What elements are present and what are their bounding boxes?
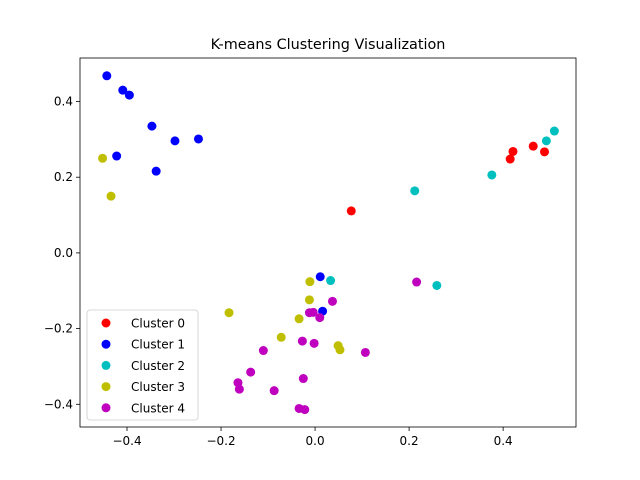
- chart-title: K-means Clustering Visualization: [211, 37, 446, 53]
- legend-marker-0: [101, 318, 111, 328]
- point-cluster-3-4: [224, 308, 234, 318]
- point-cluster-2-5: [432, 280, 442, 290]
- point-cluster-1-6: [112, 151, 122, 161]
- legend-label-3: Cluster 3: [131, 380, 185, 394]
- x-tick-label: −0.2: [206, 434, 235, 448]
- point-cluster-4-1: [327, 296, 337, 306]
- point-cluster-0-2: [508, 146, 518, 156]
- point-cluster-1-4: [170, 136, 180, 146]
- y-tick-label: 0.0: [54, 246, 73, 260]
- legend-marker-1: [101, 339, 111, 349]
- point-cluster-1-7: [151, 166, 161, 176]
- y-tick-label: −0.2: [44, 322, 73, 336]
- legend-label-0: Cluster 0: [131, 317, 185, 331]
- point-cluster-1-1: [118, 85, 128, 95]
- legend-marker-4: [101, 403, 111, 413]
- legend: Cluster 0 Cluster 1 Cluster 2 Cluster 3 Clus…: [86, 309, 199, 421]
- point-cluster-4-4: [315, 313, 325, 323]
- x-tick-label: 0.2: [400, 434, 419, 448]
- point-cluster-1-5: [193, 134, 203, 144]
- y-tick-label: 0.4: [54, 95, 73, 109]
- point-cluster-3-8: [335, 345, 345, 355]
- x-tick-label: 0.4: [494, 434, 513, 448]
- x-tick-label: −0.4: [112, 434, 141, 448]
- point-cluster-4-5: [297, 336, 307, 346]
- y-tick-label: −0.4: [44, 397, 73, 411]
- point-cluster-2-4: [326, 276, 336, 286]
- y-tick-label: 0.2: [54, 170, 73, 184]
- point-cluster-4-15: [300, 405, 310, 415]
- point-cluster-4-0: [412, 277, 422, 287]
- point-cluster-2-0: [549, 126, 559, 136]
- point-cluster-4-6: [309, 338, 319, 348]
- point-cluster-0-1: [505, 154, 515, 164]
- point-cluster-4-12: [234, 384, 244, 394]
- point-cluster-4-9: [246, 367, 256, 377]
- legend-label-1: Cluster 1: [131, 338, 185, 352]
- point-cluster-0-0: [346, 206, 356, 216]
- point-cluster-3-6: [276, 332, 286, 342]
- point-cluster-1-3: [147, 121, 157, 131]
- legend-label-2: Cluster 2: [131, 359, 185, 373]
- point-cluster-2-3: [410, 186, 420, 196]
- point-cluster-3-0: [98, 153, 108, 163]
- point-cluster-4-3: [308, 307, 318, 317]
- legend-marker-2: [101, 360, 111, 370]
- point-cluster-4-7: [258, 346, 268, 356]
- point-cluster-3-3: [304, 295, 314, 305]
- points-layer: [98, 71, 559, 415]
- point-cluster-3-5: [294, 314, 304, 324]
- point-cluster-1-0: [102, 71, 112, 81]
- point-cluster-4-10: [298, 374, 308, 384]
- plot-frame: [79, 57, 577, 428]
- point-cluster-0-3: [528, 141, 538, 151]
- y-axis: −0.4 −0.2 0.0 0.2 0.4: [44, 95, 80, 411]
- point-cluster-3-2: [305, 277, 315, 287]
- x-tick-label: 0.0: [306, 434, 325, 448]
- x-axis: −0.4 −0.2 0.0 0.2 0.4: [112, 427, 513, 448]
- point-cluster-3-1: [106, 191, 116, 201]
- point-cluster-2-2: [487, 170, 497, 180]
- point-cluster-4-8: [360, 347, 370, 357]
- point-cluster-1-2: [124, 90, 134, 100]
- legend-label-4: Cluster 4: [131, 401, 185, 415]
- legend-box: [86, 309, 199, 421]
- point-cluster-0-4: [540, 147, 549, 157]
- point-cluster-2-1: [541, 136, 551, 146]
- point-cluster-1-8: [315, 272, 325, 282]
- legend-marker-3: [101, 382, 111, 392]
- point-cluster-4-13: [269, 386, 279, 396]
